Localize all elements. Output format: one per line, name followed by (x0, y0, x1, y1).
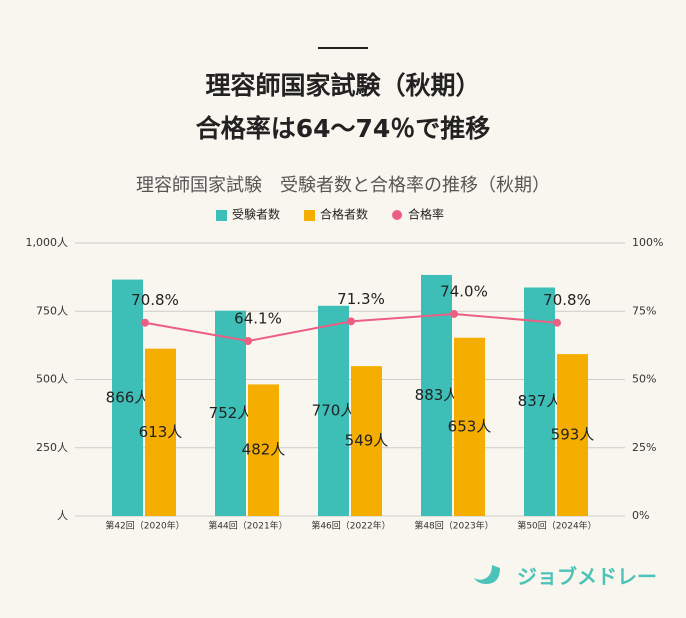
y2-tick-label: 25% (632, 441, 656, 454)
bar (318, 305, 349, 516)
data-label: 70.8% (131, 291, 179, 309)
logo-icon (474, 565, 500, 584)
data-label: 613人 (139, 423, 183, 441)
point (141, 318, 149, 327)
bar (112, 279, 143, 516)
bar (248, 384, 279, 516)
data-label: 74.0% (440, 282, 488, 300)
data-label: 549人 (345, 432, 389, 450)
point (347, 317, 355, 326)
data-label: 770人 (312, 401, 356, 419)
x-tick-label: 第46回（2022年） (311, 520, 390, 532)
bar (524, 287, 555, 516)
data-label: 482人 (242, 441, 286, 459)
x-tick-label: 第44回（2021年） (208, 520, 287, 532)
y-tick-label: 250人 (36, 441, 68, 454)
y2-tick-label: 50% (632, 373, 656, 386)
y-tick-label: 1,000人 (26, 236, 69, 249)
data-label: 866人 (106, 388, 150, 406)
bar (215, 310, 246, 516)
y-tick-label: 750人 (36, 304, 68, 317)
x-tick-label: 第48回（2023年） (414, 520, 493, 532)
y2-tick-label: 0% (632, 509, 649, 522)
legend-swatch (216, 210, 227, 221)
bar (145, 348, 176, 516)
y-tick-label: 人 (57, 509, 68, 522)
logo-text: ジョブメドレー (517, 565, 657, 589)
y2-tick-label: 100% (632, 236, 663, 249)
legend-swatch (304, 210, 316, 221)
data-label: 71.3% (337, 290, 385, 308)
chart-title: 合格率は64～74％で推移 (196, 114, 491, 143)
bar (351, 366, 382, 516)
y2-tick-label: 75% (632, 304, 656, 317)
point (553, 318, 561, 327)
data-label: 752人 (209, 404, 253, 422)
legend-label: 受験者数 (232, 207, 280, 222)
legend-label: 合格者数 (320, 207, 368, 222)
legend-swatch (392, 210, 403, 220)
x-tick-label: 第42回（2020年） (105, 520, 184, 532)
data-label: 593人 (551, 426, 595, 444)
data-label: 837人 (518, 392, 562, 410)
legend-label: 合格率 (408, 207, 444, 222)
chart-title: 理容師国家試験（秋期） (205, 71, 480, 100)
bar (454, 337, 485, 516)
x-tick-label: 第50回（2024年） (517, 520, 596, 532)
y-tick-label: 500人 (36, 373, 68, 386)
point (450, 309, 458, 318)
chart-subtitle: 理容師国家試験 受験者数と合格率の推移（秋期） (136, 175, 550, 196)
bar (557, 354, 588, 516)
data-label: 883人 (415, 386, 459, 404)
logo: ジョブメドレー (474, 565, 657, 589)
data-label: 653人 (448, 417, 492, 435)
data-label: 70.8% (543, 291, 591, 309)
data-label: 64.1% (234, 310, 282, 328)
point (244, 337, 252, 346)
